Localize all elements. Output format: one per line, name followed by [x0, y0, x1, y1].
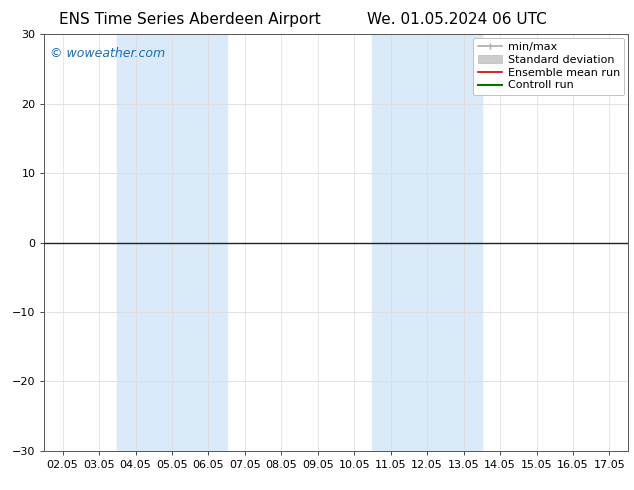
- Legend: min/max, Standard deviation, Ensemble mean run, Controll run: min/max, Standard deviation, Ensemble me…: [473, 38, 624, 95]
- Text: We. 01.05.2024 06 UTC: We. 01.05.2024 06 UTC: [366, 12, 547, 27]
- Bar: [373, 34, 482, 451]
- Text: © woweather.com: © woweather.com: [50, 47, 165, 60]
- Text: ENS Time Series Aberdeen Airport: ENS Time Series Aberdeen Airport: [60, 12, 321, 27]
- Bar: [117, 34, 226, 451]
